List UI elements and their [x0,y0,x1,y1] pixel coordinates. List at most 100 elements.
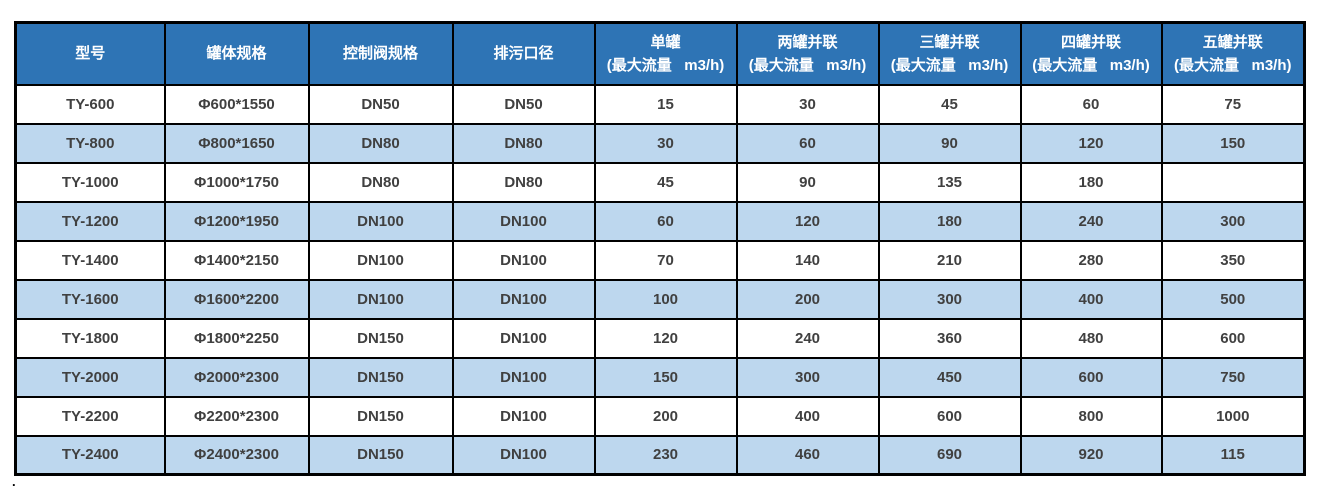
table-cell: DN50 [451,83,596,125]
table-cell: 350 [1160,239,1306,281]
column-header-1: 罐体规格 [163,21,310,86]
table-cell: DN100 [451,278,596,320]
table-row: TY-1400 Φ1400*2150 DN100 DN100 70 140 210 280 35… [14,239,1306,281]
column-header-8: 五罐并联 (最大流量 m3/h) [1160,21,1306,86]
table-cell: 180 [1019,161,1163,203]
table-cell: 15 [593,83,738,125]
table-cell: TY-2000 [14,356,166,398]
column-label: 两罐并联 [777,33,838,51]
column-label: 五罐并联 [1202,33,1263,51]
column-header-3: 排污口径 [451,21,596,86]
table-row: TY-1000 Φ1000*1750 DN80 DN80 45 90 135 180 [14,161,1306,203]
table-cell: DN150 [307,356,454,398]
column-header-4: 单罐 (最大流量 m3/h) [593,21,738,86]
table-cell: Φ800*1650 [163,122,310,164]
table-cell: 200 [735,278,880,320]
table-cell: 300 [735,356,880,398]
column-header-0: 型号 [14,21,166,86]
column-label: 罐体规格 [206,44,267,62]
table-cell: 600 [877,395,1022,437]
column-sublabel: (最大流量 m3/h) [1032,56,1150,74]
column-header-6: 三罐并联 (最大流量 m3/h) [877,21,1022,86]
table-cell: DN150 [307,395,454,437]
table-cell: 750 [1160,356,1306,398]
table-cell: 230 [593,434,738,476]
table-row: TY-2400 Φ2400*2300 DN150 DN100 230 460 690 920 1… [14,434,1306,476]
table-cell: 400 [735,395,880,437]
table-cell: 460 [735,434,880,476]
table-cell: TY-600 [14,83,166,125]
table-cell: TY-2400 [14,434,166,476]
table-cell: 75 [1160,83,1306,125]
table-cell: DN100 [451,356,596,398]
column-sublabel: (最大流量 m3/h) [606,56,725,74]
table-cell: 300 [877,278,1022,320]
table-cell: 45 [593,161,738,203]
table-cell: 280 [1019,239,1163,281]
table-cell: DN80 [307,161,454,203]
table-cell: 90 [735,161,880,203]
table-cell: Φ1600*2200 [163,278,310,320]
table-row: TY-1200 Φ1200*1950 DN100 DN100 60 120 180 240 30… [14,200,1306,242]
table-cell: 100 [593,278,738,320]
table-cell: TY-2200 [14,395,166,437]
table-row: TY-2200 Φ2200*2300 DN150 DN100 200 400 600 800 1… [14,395,1306,437]
table-cell: 120 [735,200,880,242]
table-cell: DN100 [451,317,596,359]
table-cell: 210 [877,239,1022,281]
footnote-dot: . [12,474,16,489]
table-cell: 300 [1160,200,1306,242]
table-cell: 70 [593,239,738,281]
table-cell: DN100 [451,434,596,476]
column-header-7: 四罐并联 (最大流量 m3/h) [1019,21,1163,86]
table-cell: 240 [735,317,880,359]
table-cell: DN100 [451,395,596,437]
table-cell: 600 [1019,356,1163,398]
table-cell: 60 [1019,83,1163,125]
table-cell: 90 [877,122,1022,164]
table-cell: Φ2000*2300 [163,356,310,398]
product-spec-table: 型号 罐体规格 控制阀规格 排污口径 单罐 (最大流量 m3/h) 两罐并联 (最大流量 m3… [14,21,1306,476]
table-cell: DN80 [451,122,596,164]
table-cell: Φ1000*1750 [163,161,310,203]
table-cell: DN150 [307,434,454,476]
table-cell: 200 [593,395,738,437]
table-cell: Φ1400*2150 [163,239,310,281]
table-cell: DN100 [307,278,454,320]
column-label: 型号 [75,44,106,62]
column-header-5: 两罐并联 (最大流量 m3/h) [735,21,880,86]
table-cell: Φ2200*2300 [163,395,310,437]
table-cell: 800 [1019,395,1163,437]
table-cell: 60 [735,122,880,164]
column-label: 单罐 [650,33,681,51]
column-sublabel: (最大流量 m3/h) [890,56,1009,74]
table-cell: DN80 [451,161,596,203]
table-cell: 690 [877,434,1022,476]
table-row: TY-1800 Φ1800*2250 DN150 DN100 120 240 360 480 6… [14,317,1306,359]
table-cell: Φ1200*1950 [163,200,310,242]
table-cell: TY-800 [14,122,166,164]
table-cell: 180 [877,200,1022,242]
table-row: TY-1600 Φ1600*2200 DN100 DN100 100 200 300 400 5… [14,278,1306,320]
table-cell [1160,161,1306,203]
column-label: 四罐并联 [1060,33,1121,51]
table-cell: Φ2400*2300 [163,434,310,476]
table-cell: 120 [593,317,738,359]
table-cell: 600 [1160,317,1306,359]
table-cell: DN100 [307,200,454,242]
table-cell: TY-1600 [14,278,166,320]
column-header-2: 控制阀规格 [307,21,454,86]
table-row: TY-800 Φ800*1650 DN80 DN80 30 60 90 120 150 [14,122,1306,164]
table-cell: 150 [1160,122,1306,164]
table-cell: TY-1400 [14,239,166,281]
table-cell: Φ600*1550 [163,83,310,125]
table-cell: 150 [593,356,738,398]
table-cell: 135 [877,161,1022,203]
table-cell: 60 [593,200,738,242]
table-cell: 480 [1019,317,1163,359]
column-sublabel: (最大流量 m3/h) [1173,56,1292,74]
table-cell: 450 [877,356,1022,398]
table-cell: TY-1800 [14,317,166,359]
table-row: TY-2000 Φ2000*2300 DN150 DN100 150 300 450 600 7… [14,356,1306,398]
